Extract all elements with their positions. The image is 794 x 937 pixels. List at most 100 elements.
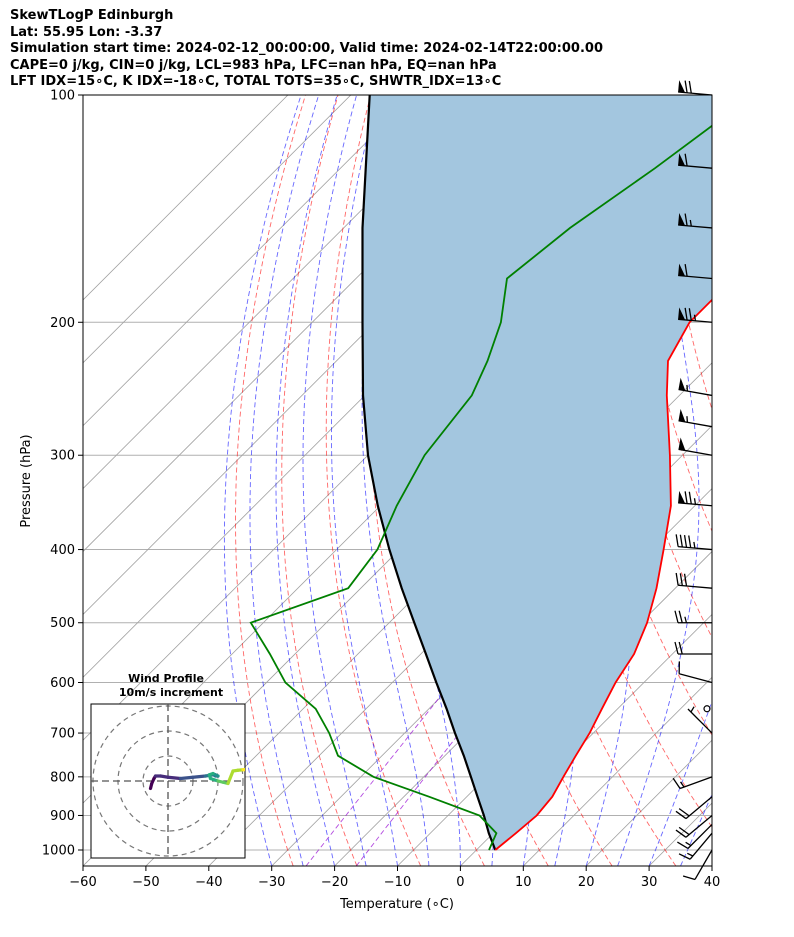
x-tick-label: 30 [641,875,658,890]
wind-barb-pennant [678,307,686,320]
convective-indices-2: LFT IDX=15∘C, K IDX=-18∘C, TOTAL TOTS=35… [10,74,502,89]
wind-barb-feather [684,307,688,321]
wind-barb-feather [678,826,690,836]
wind-barb-feather [684,80,688,93]
wind-barb-half-feather [686,852,694,857]
wind-barb-half-feather [693,541,696,549]
wind-barb [678,263,713,280]
x-tick-label: −30 [258,875,285,890]
isotherm-line [83,95,289,301]
dry-adiabat [281,95,358,866]
wind-barb-half-feather [685,841,692,847]
wind-barb-feather [672,777,681,789]
moist-adiabat [680,793,712,866]
wind-barbs [672,80,713,881]
wind-barb-calm [703,705,711,713]
wind-barb-feather [677,841,689,850]
wind-barb [675,534,713,551]
dry-adiabat [663,95,712,411]
moist-adiabat [711,864,712,866]
wind-barb-feather [678,808,690,817]
wind-barb-staff [687,823,713,849]
hodograph-title: Wind Profile [128,672,204,685]
wind-barb-feather [683,535,688,548]
mixing-ratio-line [355,682,500,866]
wind-barb-feather [688,308,692,321]
wind-barb-staff [694,849,713,880]
moist-adiabat [302,95,367,866]
isotherm-line [83,95,352,364]
wind-barb [678,307,713,323]
wind-barb [678,661,713,684]
wind-profile-hodograph: Wind Profile 10m/s increment [90,672,246,859]
x-tick-label: −50 [132,875,159,890]
moist-adiabat [648,700,712,866]
wind-barb [674,610,712,624]
wind-barb-feather [678,853,691,860]
wind-barb-feather [678,610,683,623]
chart-header: SkewTLogP Edinburgh Lat: 55.95 Lon: -3.3… [10,8,603,91]
wind-barb [678,213,713,229]
dry-adiabat [762,95,794,866]
moist-adiabat [223,95,302,866]
hodograph-segment [226,769,235,786]
y-axis-label: Pressure (hPa) [19,434,34,527]
wind-barb-feather [684,491,688,504]
wind-barb-half-feather [690,706,695,713]
isotherm-line [83,95,477,490]
wind-barb-feather [679,534,683,548]
wind-barb-pennant [678,153,686,166]
station-coordinates: Lat: 55.95 Lon: -3.37 [10,24,163,40]
dry-adiabat [235,95,306,866]
y-tick-label: 900 [50,809,75,824]
wind-barb-pennant [678,490,686,504]
y-axis-ticks: 100 200 300 400 500 600 700 800 900 1000 [42,89,83,859]
isotherm-line [523,676,712,866]
moist-adiabat [275,95,338,866]
wind-barb [675,796,713,820]
hodograph-segment [191,774,208,779]
x-axis-label: Temperature (∘C) [339,897,454,912]
x-tick-label: −60 [69,875,96,890]
cin-shaded-region [362,95,712,850]
wind-barb-pennant [678,213,686,226]
wind-barb-feather [684,263,688,277]
y-tick-label: 600 [50,676,75,691]
wind-barb-feather [675,829,687,838]
hodograph-segment [178,775,195,781]
wind-barb-feather [674,641,679,655]
wind-barb [678,832,713,860]
wind-barb-feather [688,491,692,505]
wind-barb-staff [689,832,713,860]
wind-barb-half-feather [693,498,697,505]
dewpoint-profile-line [249,124,712,851]
convective-indices-1: CAPE=0 j/kg, CIN=0 j/kg, LCL=983 hPa, LF… [10,57,497,73]
dry-adiabat [368,95,485,866]
wind-barb-staff [685,814,713,838]
wind-barb-feather [674,610,679,623]
parcel-profile-line [361,95,497,851]
dry-adiabat [729,95,794,866]
x-tick-label: −40 [195,875,222,890]
x-axis-ticks: −60 −50 −40 −30 −20 −10 0 10 20 30 40 [69,866,720,890]
wind-barb-staff [685,796,713,820]
wind-barb-staff [678,545,713,551]
wind-barb-pennant [678,437,686,451]
wind-barb-feather [684,153,688,167]
wind-barb-half-feather [684,616,688,623]
wind-barb-staff [679,776,713,790]
wind-barb-staff [678,584,713,589]
x-tick-label: 20 [578,875,595,890]
wind-barb-staff [678,673,713,684]
y-tick-label: 500 [50,616,75,631]
wind-barb [678,153,713,169]
moist-adiabat [361,95,430,866]
wind-barb [703,705,711,713]
wind-barb-half-feather [679,781,685,788]
hodograph-subtitle: 10m/s increment [119,686,223,699]
wind-barb [687,706,713,734]
wind-barb-feather [688,80,692,94]
isotherm-line [775,95,794,866]
wind-barb [678,437,713,456]
wind-barb [674,641,712,655]
